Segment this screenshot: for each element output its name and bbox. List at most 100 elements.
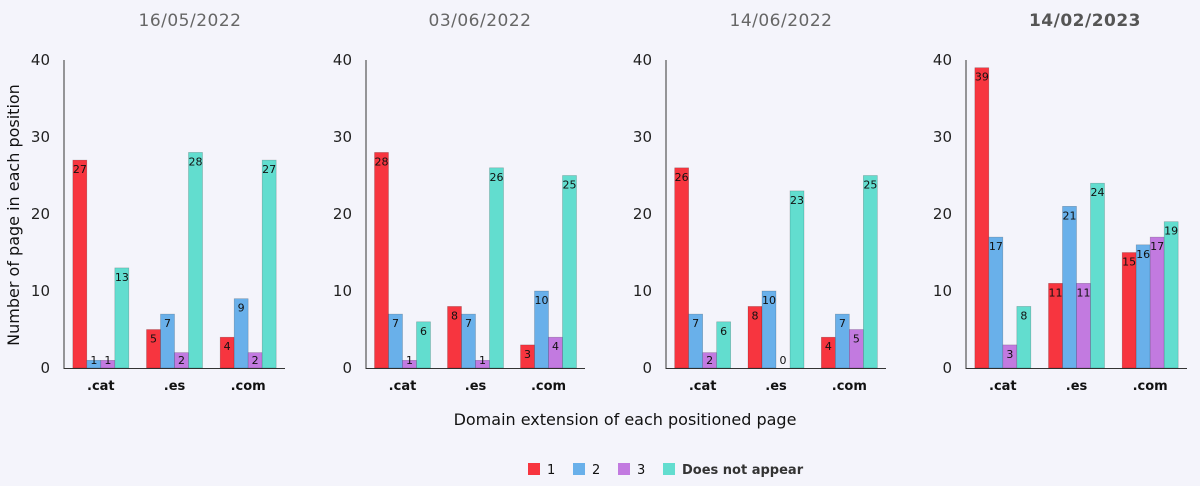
- bar: [1062, 206, 1077, 369]
- data-label: 6: [420, 325, 427, 338]
- panel-title: 14/02/2023: [1029, 11, 1141, 31]
- bar: [674, 167, 689, 369]
- bar: [562, 175, 577, 369]
- panel-1: 16/05/2022 0 10 20 30 40 .cat 27 1 1 13 .es 57 2 28 .co…: [31, 11, 285, 394]
- data-label: 1: [104, 354, 111, 367]
- data-label: 24: [1091, 186, 1105, 199]
- x-tick-label: .es: [465, 379, 487, 394]
- bar: [188, 152, 203, 369]
- legend-swatch: [528, 463, 540, 475]
- x-tick-label: .es: [1066, 379, 1088, 394]
- y-tick-label: 20: [31, 205, 50, 223]
- bar: [1090, 182, 1105, 369]
- data-label: 7: [839, 317, 846, 330]
- x-tick-label: .com: [1133, 379, 1168, 394]
- bar: [688, 313, 703, 369]
- bar: [1163, 221, 1179, 369]
- data-label: 13: [115, 271, 129, 284]
- data-label: 9: [238, 302, 245, 315]
- data-label: 8: [752, 309, 759, 322]
- bar: [1135, 244, 1151, 369]
- data-label: 1: [479, 354, 486, 367]
- data-label: 2: [706, 354, 713, 367]
- legend-swatch: [663, 463, 675, 475]
- bar: [761, 290, 777, 369]
- data-label: 5: [150, 333, 157, 346]
- y-tick-label: 0: [40, 359, 50, 377]
- legend-item: 1: [528, 463, 555, 478]
- data-label: 25: [563, 179, 577, 192]
- legend-swatch: [573, 463, 585, 475]
- bar: [261, 159, 277, 369]
- x-tick-label: .cat: [989, 379, 1017, 394]
- bar: [716, 321, 731, 369]
- data-label: 19: [1164, 225, 1178, 238]
- data-label: 7: [692, 317, 699, 330]
- legend-swatch: [618, 463, 630, 475]
- panel-title: 14/06/2022: [730, 11, 833, 31]
- data-label: 6: [720, 325, 727, 338]
- bar: [233, 298, 249, 369]
- x-tick-label: .com: [231, 379, 266, 394]
- x-tick-label: .cat: [389, 379, 417, 394]
- bar: [1149, 236, 1165, 369]
- bar: [489, 167, 504, 369]
- data-label: 11: [1049, 286, 1063, 299]
- y-axis-title: Number of page in each position: [4, 84, 23, 346]
- data-label: 28: [189, 155, 203, 168]
- data-label: 3: [1006, 348, 1013, 361]
- data-label: 1: [406, 354, 413, 367]
- data-label: 0: [780, 354, 787, 367]
- x-tick-label: .cat: [689, 379, 717, 394]
- data-label: 7: [392, 317, 399, 330]
- data-label: 16: [1136, 248, 1150, 261]
- panel-4: 14/02/2023 0 10 20 30 40 .cat 39 17 3 8 .es 11 21 11 24…: [933, 11, 1187, 394]
- data-label: 4: [825, 340, 832, 353]
- data-label: 21: [1063, 209, 1077, 222]
- y-tick-label: 40: [933, 51, 952, 69]
- data-label: 5: [853, 333, 860, 346]
- data-label: 11: [1077, 286, 1091, 299]
- data-label: 15: [1122, 256, 1136, 269]
- bar: [789, 190, 805, 369]
- x-tick-label: .com: [832, 379, 867, 394]
- y-tick-label: 10: [633, 282, 652, 300]
- bar: [534, 290, 549, 369]
- data-label: 10: [535, 294, 549, 307]
- legend: 1 2 3 Does not appear: [528, 463, 804, 478]
- bar: [1121, 252, 1137, 369]
- y-tick-label: 10: [333, 282, 352, 300]
- legend-item: Does not appear: [663, 463, 804, 478]
- data-label: 39: [975, 71, 989, 84]
- panel-3: 14/06/2022010203040.cat26726.es810023.co…: [633, 11, 886, 394]
- y-tick-label: 30: [633, 128, 652, 146]
- y-tick-label: 40: [31, 51, 50, 69]
- panel-title: 16/05/2022: [139, 11, 242, 31]
- y-tick-label: 0: [942, 359, 952, 377]
- legend-label: 1: [547, 463, 555, 478]
- x-axis-title: Domain extension of each positioned page: [454, 410, 797, 429]
- data-label: 8: [1020, 309, 1027, 322]
- data-label: 10: [762, 294, 776, 307]
- y-tick-label: 30: [933, 128, 952, 146]
- y-tick-label: 10: [933, 282, 952, 300]
- bar: [974, 67, 990, 369]
- bar: [988, 236, 1004, 369]
- data-label: 26: [490, 171, 504, 184]
- data-label: 27: [262, 163, 276, 176]
- bar: [160, 313, 175, 369]
- data-label: 25: [863, 179, 877, 192]
- y-tick-label: 0: [342, 359, 352, 377]
- panel-title: 03/06/2022: [429, 11, 532, 31]
- data-label: 4: [224, 340, 231, 353]
- bar: [863, 175, 878, 369]
- y-tick-label: 40: [633, 51, 652, 69]
- bar: [416, 321, 431, 369]
- bar: [461, 313, 476, 369]
- legend-item: 2: [573, 463, 600, 478]
- data-label: 2: [252, 354, 259, 367]
- x-tick-label: .cat: [87, 379, 115, 394]
- data-label: 26: [675, 171, 689, 184]
- bar: [1016, 306, 1032, 369]
